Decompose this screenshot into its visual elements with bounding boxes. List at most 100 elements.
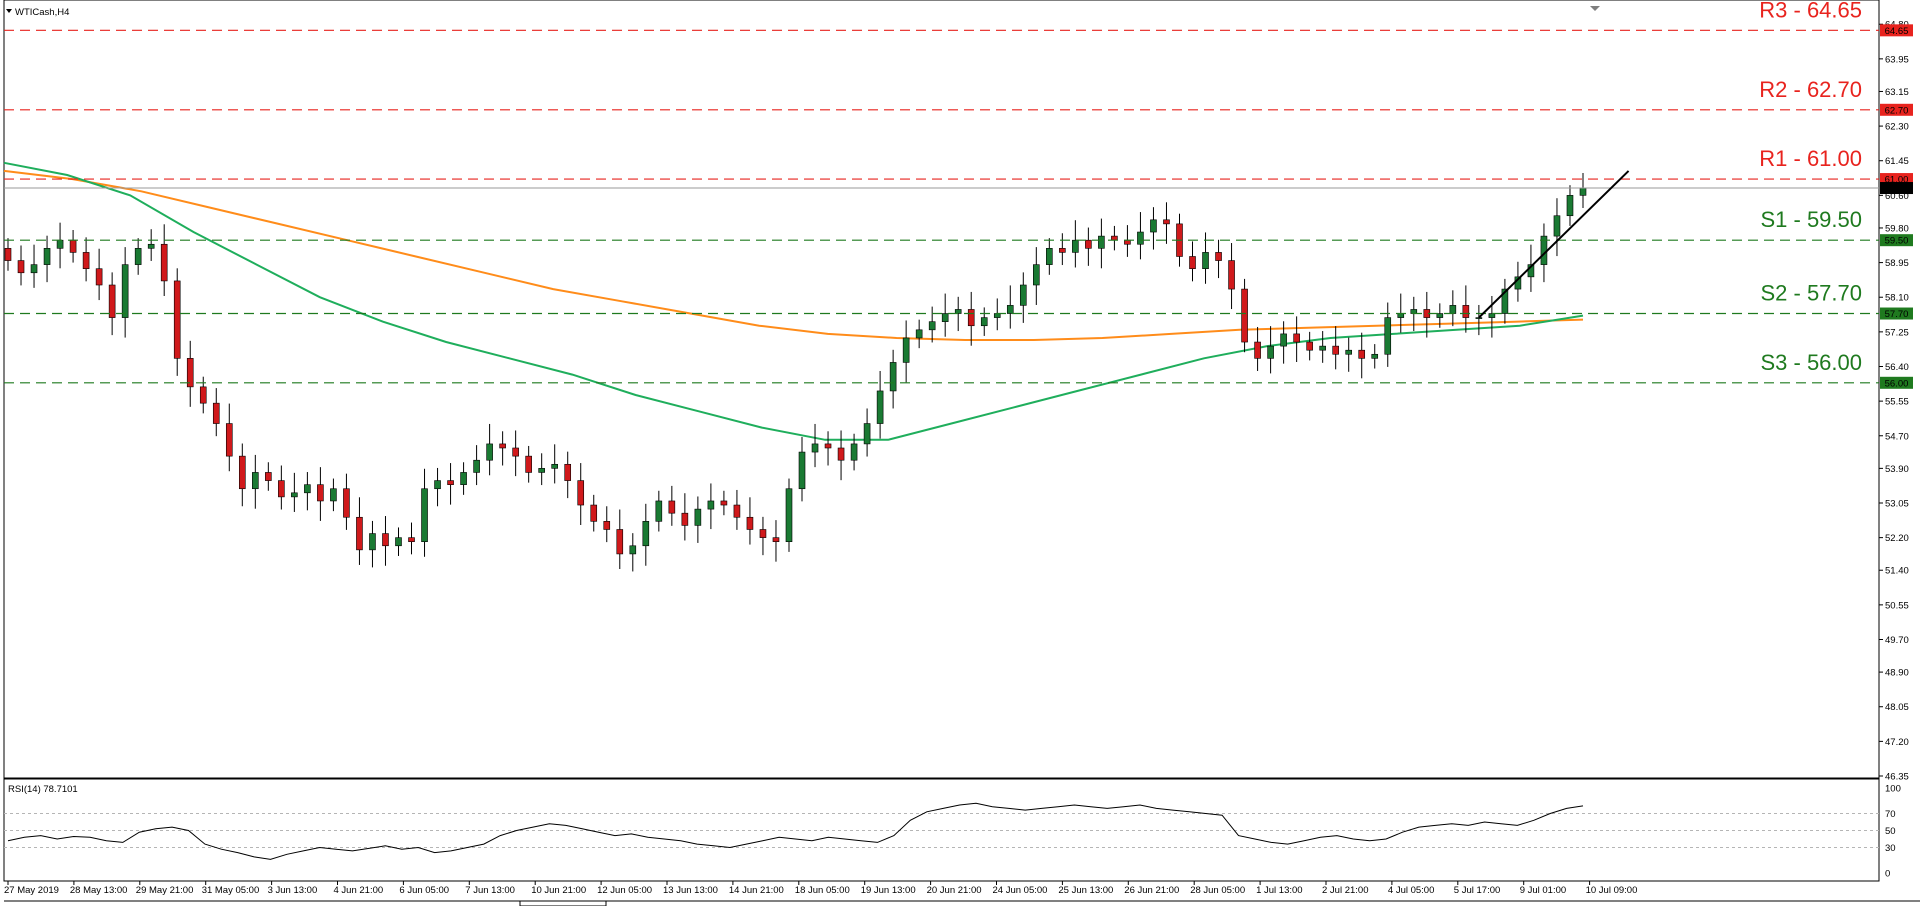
price-axis: 46.35 47.20 48.05 48.90 49.70 50.55 51.40 52.20… <box>1879 20 1909 783</box>
candle-body <box>1293 333 1300 343</box>
candle-body <box>525 455 532 473</box>
candle-body <box>837 447 845 461</box>
price-tick-label: 48.05 <box>1885 702 1909 713</box>
level-tag-s3 <box>1880 376 1913 389</box>
candle-body <box>95 268 103 286</box>
level-label-r1: R1 - 61.00 <box>1759 146 1862 171</box>
candle-body <box>291 492 298 498</box>
price-tick-label: 52.20 <box>1885 533 1909 544</box>
candle-body <box>1358 349 1366 359</box>
candle-body <box>278 480 285 498</box>
candle-body <box>1449 305 1457 314</box>
time-label-20-jun-21-00: 20 Jun 21:00 <box>927 885 982 896</box>
candle-body <box>980 317 988 327</box>
candle-body <box>902 337 910 363</box>
candle-body <box>941 313 949 322</box>
candle-body <box>1397 313 1405 318</box>
price-tick-label: 47.20 <box>1885 737 1909 748</box>
level-label-s1: S1 - 59.50 <box>1760 207 1862 232</box>
level-tag-text-r3: 64.65 <box>1885 26 1909 37</box>
candle-body <box>1111 235 1118 241</box>
candle-body <box>265 472 272 481</box>
candlesticks <box>4 172 1587 572</box>
price-tick-label: 62.30 <box>1885 122 1909 133</box>
level-tag-s1 <box>1880 234 1913 247</box>
price-tick-label: 59.80 <box>1885 223 1909 234</box>
candle-body <box>69 239 77 253</box>
price-tick-label: 55.55 <box>1885 397 1909 408</box>
candle-body <box>121 264 129 318</box>
candle-body <box>1072 239 1079 253</box>
candle-body <box>343 488 350 518</box>
time-label-26-jun-21-00: 26 Jun 21:00 <box>1124 885 1179 896</box>
candle-body <box>915 329 923 339</box>
candle-body <box>616 529 624 555</box>
candle-body <box>199 386 207 404</box>
candle-body <box>1006 305 1014 314</box>
candle-body <box>108 284 116 318</box>
candle-body <box>421 488 428 543</box>
candle-body <box>824 443 832 449</box>
collapse-triangle-icon[interactable] <box>6 9 12 13</box>
price-tick-label: 61.45 <box>1885 156 1909 167</box>
candle-body <box>1410 309 1418 314</box>
uptrend-line[interactable] <box>1478 170 1630 319</box>
candle-body <box>863 423 871 445</box>
time-label-27-may-2019: 27 May 2019 <box>4 885 59 896</box>
moving-averages <box>3 161 1584 441</box>
rsi-tick-label: 70 <box>1885 809 1896 820</box>
price-tick-label: 50.55 <box>1885 600 1909 611</box>
price-tick-label: 56.40 <box>1885 362 1909 373</box>
candle-body <box>473 459 480 473</box>
candle-body <box>1059 248 1066 253</box>
candle-body <box>590 504 598 522</box>
time-label-1-jul-13-00: 1 Jul 13:00 <box>1256 885 1302 896</box>
scroll-thumb[interactable] <box>519 900 607 907</box>
level-label-s2: S2 - 57.70 <box>1760 281 1862 306</box>
candle-body <box>1345 349 1353 355</box>
time-label-9-jul-01-00: 9 Jul 01:00 <box>1520 885 1566 896</box>
rsi-tick-label: 50 <box>1885 826 1896 837</box>
candle-body <box>746 516 754 530</box>
candle-body <box>967 309 975 327</box>
time-label-6-jun-05-00: 6 Jun 05:00 <box>399 885 449 896</box>
candle-body <box>629 545 637 555</box>
candle-body <box>668 500 676 514</box>
time-label-10-jul-09-00: 10 Jul 09:00 <box>1586 885 1638 896</box>
candle-body <box>1085 239 1092 249</box>
price-tags: 64.65 62.70 61.00 59.50 57.70 56.00 60.78 <box>1880 24 1913 389</box>
time-label-31-may-05-00: 31 May 05:00 <box>202 885 260 896</box>
candle-body <box>1319 345 1326 351</box>
candle-body <box>30 264 38 274</box>
candle-body <box>1501 288 1509 314</box>
time-label-13-jun-13-00: 13 Jun 13:00 <box>663 885 718 896</box>
price-tick-label: 60.60 <box>1885 191 1909 202</box>
candle-body <box>798 451 806 490</box>
candle-body <box>1436 313 1444 318</box>
price-tick-label: 48.90 <box>1885 668 1909 679</box>
candle-body <box>707 500 715 510</box>
candle-body <box>238 455 246 490</box>
candle-body <box>850 443 858 461</box>
level-tag-text-s2: 57.70 <box>1885 309 1909 320</box>
candle-body <box>811 443 819 453</box>
candle-body <box>408 537 415 543</box>
scroll-marker-icon[interactable] <box>1590 6 1600 11</box>
candle-body <box>499 443 506 449</box>
time-label-10-jun-21-00: 10 Jun 21:00 <box>531 885 586 896</box>
price-tick-label: 58.95 <box>1885 258 1909 269</box>
level-tag-s2 <box>1880 307 1913 320</box>
candle-body <box>759 529 767 538</box>
candle-body <box>317 484 324 502</box>
current-price-tag <box>1880 182 1913 195</box>
time-label-28-may-13-00: 28 May 13:00 <box>70 885 128 896</box>
candle-body <box>460 472 467 485</box>
rsi-title: RSI(14) 78.7101 <box>8 784 78 795</box>
price-tick-label: 53.05 <box>1885 498 1909 509</box>
price-tick-label: 63.15 <box>1885 87 1909 98</box>
price-tick-label: 58.10 <box>1885 293 1909 304</box>
time-label-19-jun-13-00: 19 Jun 13:00 <box>861 885 916 896</box>
time-label-4-jul-05-00: 4 Jul 05:00 <box>1388 885 1434 896</box>
time-label-7-jun-13-00: 7 Jun 13:00 <box>465 885 515 896</box>
